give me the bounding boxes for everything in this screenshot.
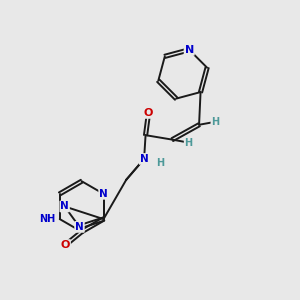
Text: O: O xyxy=(61,240,70,250)
Text: H: H xyxy=(184,138,193,148)
Text: N: N xyxy=(60,202,69,212)
Text: O: O xyxy=(144,108,153,118)
Text: H: H xyxy=(156,158,164,168)
Text: H: H xyxy=(212,117,220,127)
Text: N: N xyxy=(140,154,148,164)
Text: N: N xyxy=(75,222,84,232)
Text: N: N xyxy=(99,189,108,199)
Text: NH: NH xyxy=(39,214,55,224)
Text: N: N xyxy=(184,45,194,55)
